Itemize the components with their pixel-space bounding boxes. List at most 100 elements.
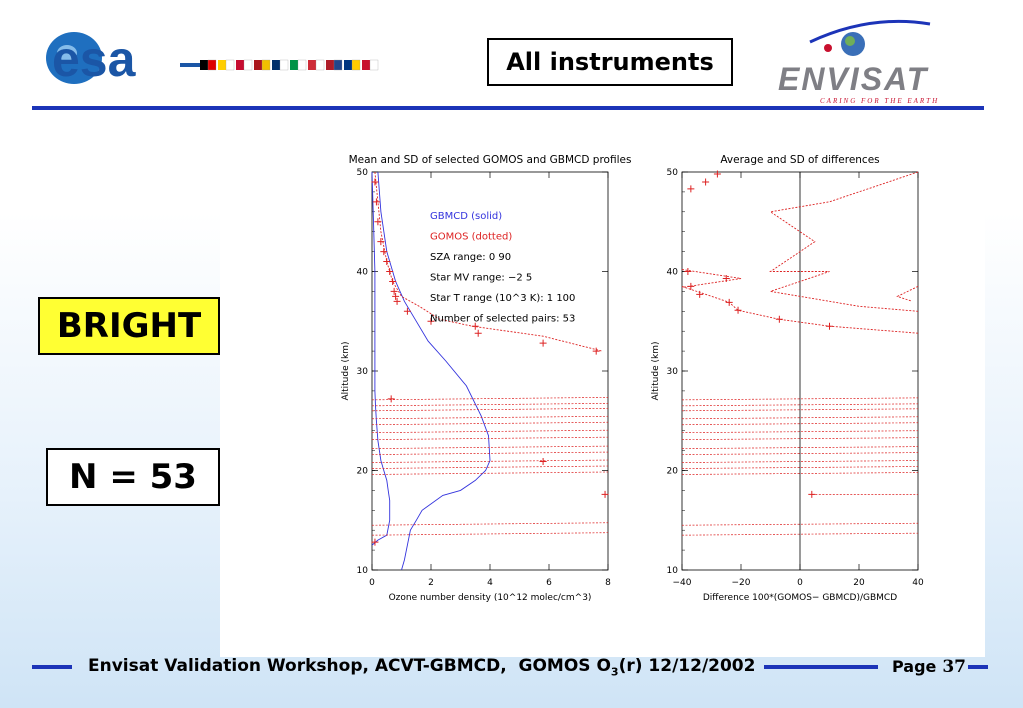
- difference-profile-line: [681, 460, 919, 463]
- legend-entry: GBMCD (solid): [430, 211, 502, 222]
- y-tick-label: 20: [667, 467, 679, 477]
- flag-icon: [369, 59, 379, 71]
- header-divider: [32, 106, 984, 110]
- y-tick-label: 40: [357, 268, 369, 278]
- difference-profile-line: [681, 408, 919, 412]
- series-line: [371, 171, 391, 546]
- y-axis-label: Altitude (km): [341, 341, 351, 400]
- difference-point: [696, 290, 704, 298]
- flag-icon: [200, 60, 208, 70]
- flag-icon: [344, 60, 352, 70]
- difference-point: [713, 170, 721, 178]
- footer-rule-left: [32, 665, 72, 669]
- flag-icon: [308, 60, 316, 70]
- profiles-chart: Mean and SD of selected GOMOS and GBMCD …: [341, 154, 631, 603]
- difference-profile-line: [681, 397, 919, 401]
- gomos-profile-line: [371, 471, 609, 475]
- differences-chart: Average and SD of differences Difference …: [651, 154, 924, 603]
- gomos-point: [393, 297, 401, 305]
- gomos-point: [427, 317, 435, 325]
- gomos-profile-line: [371, 421, 609, 426]
- gomos-point: [390, 287, 398, 295]
- gomos-point: [371, 178, 379, 186]
- gomos-point: [371, 538, 379, 546]
- x-axis-label: Difference 100*(GOMOS− GBMCD)/GBMCD: [703, 593, 897, 603]
- flag-icon: [297, 59, 307, 71]
- flag-icon: [225, 59, 235, 71]
- eu-member-flags: [200, 59, 379, 71]
- bright-label: BRIGHT: [38, 297, 220, 355]
- footer-text: Envisat Validation Workshop, ACVT-GBMCD,…: [88, 656, 756, 679]
- series-line: [896, 285, 919, 302]
- y-tick-label: 30: [357, 367, 369, 377]
- gomos-point: [403, 307, 411, 315]
- gomos-point: [383, 258, 391, 266]
- flag-icon: [351, 59, 361, 71]
- difference-point: [808, 490, 816, 498]
- series-line: [769, 171, 919, 312]
- difference-profile-line: [681, 416, 919, 420]
- y-tick-label: 10: [667, 566, 679, 576]
- gomos-point: [380, 248, 388, 256]
- footer-rule-right: [968, 665, 988, 669]
- gomos-profile-line: [371, 451, 609, 455]
- x-axis-label: Ozone number density (10^12 molec/cm^3): [389, 593, 592, 603]
- difference-profile-line: [681, 430, 919, 434]
- x-tick-label: 0: [369, 578, 375, 588]
- difference-profile-line: [681, 472, 919, 475]
- difference-profile-line: [681, 422, 919, 426]
- series-line: [681, 285, 919, 334]
- envisat-logo-text: ENVISAT: [778, 61, 929, 97]
- gomos-profile-line: [371, 407, 609, 412]
- flag-icon: [362, 60, 370, 70]
- gomos-profile-line: [371, 429, 609, 434]
- difference-profile-line: [681, 522, 919, 526]
- legend-entry: Star T range (10^3 K): 1 100: [430, 293, 575, 304]
- x-tick-label: −40: [673, 578, 692, 588]
- difference-point: [722, 274, 730, 282]
- series-line: [681, 269, 742, 288]
- difference-point: [775, 315, 783, 323]
- difference-profile-line: [681, 452, 919, 455]
- legend-entry: Star MV range: −2 5: [430, 273, 532, 284]
- difference-point: [702, 178, 710, 186]
- page-number: Page 37: [892, 657, 966, 677]
- gomos-profile-line: [371, 459, 609, 463]
- envisat-logo: ENVISAT CARING FOR THE EARTH: [778, 19, 939, 105]
- difference-profile-line: [681, 446, 919, 449]
- gomos-profile-line: [371, 415, 609, 420]
- flag-icon: [290, 60, 298, 70]
- difference-point: [684, 268, 692, 275]
- n-count-label: N = 53: [46, 448, 220, 506]
- flag-icon: [243, 59, 253, 71]
- difference-point: [687, 282, 695, 290]
- x-tick-label: 40: [912, 578, 924, 588]
- x-tick-label: 0: [797, 578, 803, 588]
- legend-entry: Number of selected pairs: 53: [430, 314, 575, 325]
- x-tick-label: 2: [428, 578, 434, 588]
- gomos-point: [471, 322, 479, 330]
- difference-profile-line: [681, 437, 919, 441]
- flag-icon: [315, 59, 325, 71]
- gomos-point: [539, 339, 547, 347]
- y-tick-label: 40: [667, 268, 679, 278]
- difference-point: [734, 306, 742, 314]
- y-tick-label: 50: [357, 168, 369, 178]
- gomos-point: [592, 347, 600, 355]
- gomos-point: [386, 268, 394, 275]
- y-axis-label: Altitude (km): [651, 341, 661, 400]
- gomos-point: [374, 218, 382, 226]
- legend-entry: SZA range: 0 90: [430, 252, 511, 263]
- flag-icon: [254, 60, 262, 70]
- difference-point: [826, 322, 833, 330]
- gomos-point: [601, 490, 609, 498]
- header: esa All instruments ENVISAT CARING FOR T…: [0, 0, 1023, 112]
- difference-profile-line: [681, 466, 919, 469]
- difference-profile-line: [681, 403, 919, 407]
- envisat-tagline: CARING FOR THE EARTH: [820, 97, 939, 105]
- gomos-point: [372, 198, 380, 206]
- gomos-profile-line: [371, 532, 609, 536]
- gomos-profile-line: [371, 522, 609, 526]
- gomos-point: [389, 277, 397, 285]
